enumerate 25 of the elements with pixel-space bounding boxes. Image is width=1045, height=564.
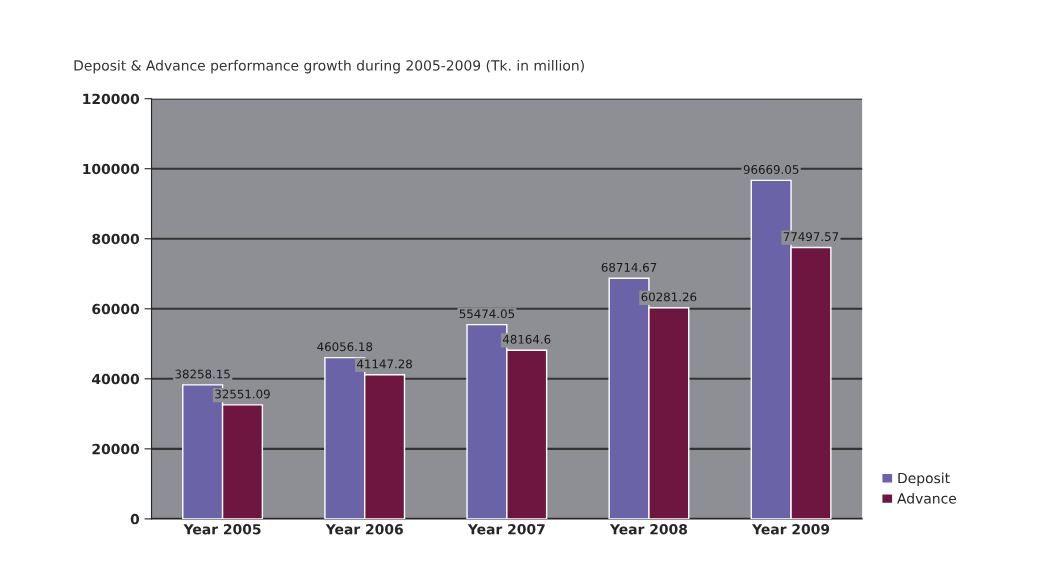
- x-tick-label: Year 2005: [183, 523, 261, 535]
- data-label: 46056.18: [317, 342, 373, 352]
- x-tick-label: Year 2009: [751, 523, 830, 535]
- legend-label: Deposit: [898, 472, 950, 486]
- data-label: 68714.67: [601, 262, 657, 272]
- y-tick-label: 60000: [92, 303, 140, 315]
- data-label: 96669.05: [743, 165, 799, 174]
- data-label: 32551.09: [215, 389, 270, 399]
- y-tick-label: 20000: [92, 443, 140, 455]
- y-tick-label: 0: [130, 513, 140, 525]
- x-tick-label: Year 2007: [467, 523, 545, 535]
- data-label: 38258.15: [175, 369, 230, 379]
- data-label: 41147.28: [357, 359, 412, 369]
- x-tick-label: Year 2008: [609, 523, 688, 535]
- y-tick-label: 100000: [83, 163, 140, 175]
- x-tick-label: Year 2006: [325, 523, 403, 535]
- y-tick-label: 120000: [83, 93, 140, 105]
- data-label: 55474.05: [459, 309, 515, 319]
- legend-label: Advance: [897, 492, 957, 504]
- y-tick-label: 80000: [92, 233, 140, 245]
- data-label: 77497.57: [783, 232, 839, 242]
- chart-title: Deposit & Advance performance growth during 2005-2009 (Tk. in million): [74, 59, 584, 74]
- data-label: 60281.26: [641, 292, 697, 302]
- data-label: 48164.6: [502, 334, 551, 344]
- y-tick-label: 40000: [92, 373, 140, 385]
